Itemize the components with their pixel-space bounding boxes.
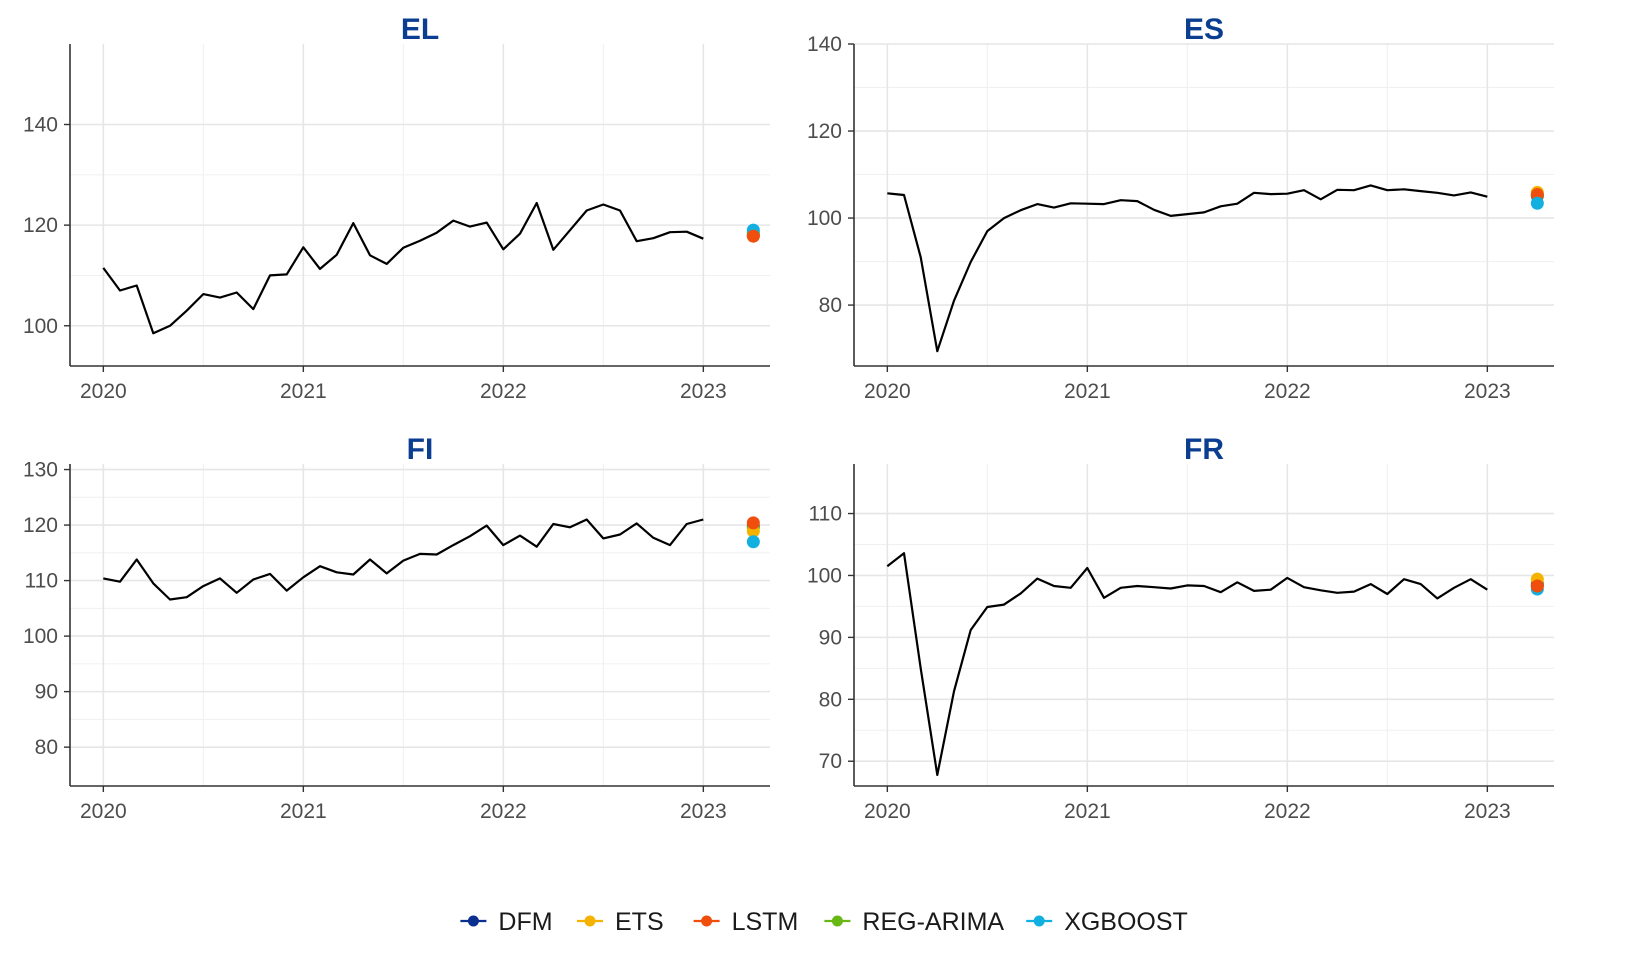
y-tick-label: 80 bbox=[35, 736, 58, 759]
x-tick-label: 2023 bbox=[680, 380, 727, 403]
legend-item-reg-arima: REG-ARIMA bbox=[824, 908, 1004, 936]
x-tick-label: 2023 bbox=[680, 800, 727, 823]
y-tick-label: 110 bbox=[25, 570, 58, 593]
x-tick-label: 2021 bbox=[1064, 800, 1111, 823]
legend-label: ETS bbox=[615, 908, 664, 936]
legend-key-dot bbox=[1033, 915, 1045, 927]
x-tick-label: 2020 bbox=[864, 380, 911, 403]
forecast-point-xgboost bbox=[746, 535, 760, 549]
x-tick-label: 2022 bbox=[480, 800, 527, 823]
legend-label: XGBOOST bbox=[1064, 908, 1188, 936]
forecast-point-lstm bbox=[1530, 579, 1544, 593]
x-tick-label: 2023 bbox=[1464, 800, 1511, 823]
panel-es: 80 100 120 140 2020 2021 2022 2023 ES bbox=[807, 13, 1554, 403]
legend-item-lstm: LSTM bbox=[693, 908, 799, 936]
y-tick-label: 90 bbox=[819, 626, 842, 649]
legend-key-dot bbox=[701, 915, 713, 927]
x-tick-label: 2023 bbox=[1464, 380, 1511, 403]
series-line bbox=[886, 552, 1488, 777]
legend-key-dot bbox=[831, 915, 843, 927]
panel-title: ES bbox=[1184, 13, 1224, 46]
y-tick-label: 140 bbox=[807, 33, 842, 56]
x-tick-label: 2020 bbox=[80, 380, 127, 403]
panel-el: 100 120 140 2020 2021 2022 2023 EL bbox=[23, 13, 770, 403]
series-line bbox=[887, 184, 1488, 353]
y-tick-label: 120 bbox=[807, 120, 842, 143]
x-tick-label: 2020 bbox=[864, 800, 911, 823]
x-tick-label: 2022 bbox=[1264, 800, 1311, 823]
panel-title: EL bbox=[401, 13, 439, 46]
panel-fi: 80 90 100 110 120 130 2020 2021 2022 2023 FI bbox=[23, 433, 770, 823]
forecast-point-lstm bbox=[746, 516, 760, 530]
legend-item-dfm: DFM bbox=[460, 908, 553, 936]
x-tick-label: 2021 bbox=[280, 800, 327, 823]
y-tick-label: 110 bbox=[809, 503, 842, 526]
y-tick-label: 80 bbox=[819, 688, 842, 711]
panel-title: FR bbox=[1184, 433, 1224, 466]
y-tick-label: 100 bbox=[23, 315, 58, 338]
panel-fr: 70 80 90 100 110 2020 2021 2022 2023 FR bbox=[807, 433, 1554, 823]
panel-title: FI bbox=[407, 433, 434, 466]
x-tick-label: 2020 bbox=[80, 800, 127, 823]
series-line bbox=[102, 201, 704, 335]
legend-label: LSTM bbox=[732, 908, 799, 936]
legend-label: DFM bbox=[498, 908, 552, 936]
x-tick-label: 2022 bbox=[1264, 380, 1311, 403]
legend-key-dot bbox=[584, 915, 596, 927]
y-tick-label: 120 bbox=[23, 214, 58, 237]
forecast-point-lstm bbox=[746, 229, 760, 243]
legend-key-dot bbox=[467, 915, 479, 927]
y-tick-label: 100 bbox=[23, 625, 58, 648]
y-tick-label: 140 bbox=[23, 114, 58, 137]
x-tick-label: 2021 bbox=[1064, 380, 1111, 403]
y-tick-label: 100 bbox=[807, 564, 842, 587]
legend: DFM ETS LSTM REG-ARIMA XGBOOST bbox=[460, 908, 1188, 936]
legend-item-ets: ETS bbox=[577, 908, 664, 936]
forecast-point-xgboost bbox=[1530, 196, 1544, 210]
legend-label: REG-ARIMA bbox=[862, 908, 1004, 936]
y-tick-label: 70 bbox=[819, 750, 842, 773]
series-line bbox=[103, 518, 704, 601]
x-tick-label: 2021 bbox=[280, 380, 327, 403]
legend-item-xgboost: XGBOOST bbox=[1026, 908, 1188, 936]
panels: 100 120 140 2020 2021 2022 2023 EL 80 100 120 140 20… bbox=[23, 13, 1554, 823]
x-tick-label: 2022 bbox=[480, 380, 527, 403]
y-tick-label: 130 bbox=[23, 459, 58, 482]
y-tick-label: 80 bbox=[819, 294, 842, 317]
y-tick-label: 90 bbox=[35, 681, 58, 704]
y-tick-label: 120 bbox=[23, 514, 58, 537]
y-tick-label: 100 bbox=[807, 207, 842, 230]
